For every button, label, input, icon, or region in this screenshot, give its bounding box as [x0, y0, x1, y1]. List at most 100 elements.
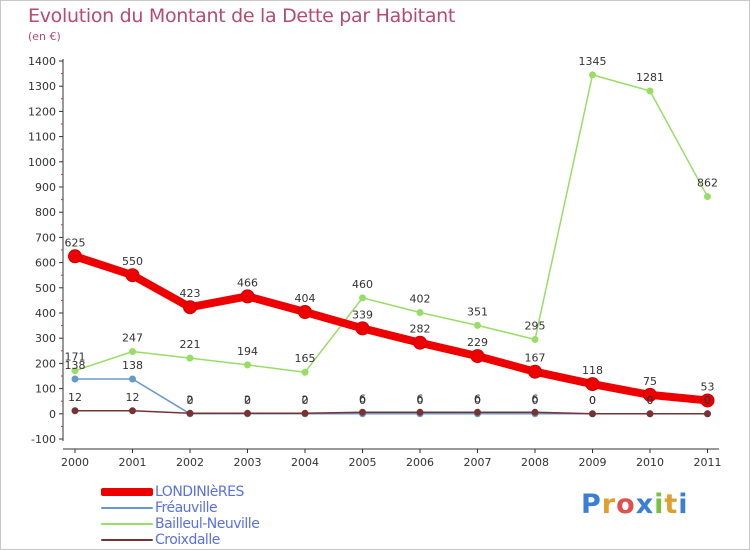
legend-swatch — [101, 523, 153, 525]
y-tick-label: 300 — [35, 332, 56, 345]
y-tick-label: 1100 — [28, 131, 56, 144]
data-label-londinieres: 229 — [467, 336, 488, 349]
legend-item-freauville: Fréauville — [101, 500, 401, 516]
data-label-bailleul-neuville: 221 — [180, 338, 201, 351]
data-label-croixdalle: 6 — [474, 392, 481, 405]
data-label-croixdalle: 0 — [704, 394, 711, 407]
data-label-londinieres: 550 — [122, 255, 143, 268]
data-label-freauville: 0 — [359, 394, 366, 407]
chart-title: Evolution du Montant de la Dette par Hab… — [28, 5, 456, 27]
data-point-londinieres — [528, 364, 542, 379]
data-point-freauville — [71, 375, 79, 383]
data-point-croixdalle — [474, 408, 481, 416]
y-tick-label: -100 — [31, 433, 56, 446]
y-tick-label: 1400 — [28, 55, 56, 68]
x-tick-label: 2009 — [579, 456, 607, 469]
data-label-londinieres: 118 — [582, 364, 603, 377]
chart-unit: (en €) — [28, 30, 61, 43]
y-tick-label: 500 — [35, 282, 56, 295]
data-label-freauville: 0 — [647, 394, 654, 407]
data-label-londinieres: 282 — [410, 323, 431, 336]
data-label-bailleul-neuville: 1281 — [636, 71, 664, 84]
x-tick-label: 2004 — [291, 456, 319, 469]
legend-label: Fréauville — [155, 500, 218, 516]
data-point-bailleul-neuville — [416, 308, 424, 316]
x-tick-label: 2000 — [61, 456, 89, 469]
data-point-bailleul-neuville — [646, 87, 654, 95]
x-tick-label: 2011 — [694, 456, 722, 469]
data-label-croixdalle: 6 — [417, 392, 424, 405]
data-point-bailleul-neuville — [186, 354, 194, 362]
data-label-freauville: 0 — [589, 394, 596, 407]
data-point-croixdalle — [244, 409, 251, 417]
data-label-londinieres: 404 — [295, 292, 316, 305]
x-tick-label: 2010 — [636, 456, 664, 469]
data-label-bailleul-neuville: 460 — [352, 278, 373, 291]
data-label-bailleul-neuville: 295 — [525, 319, 546, 332]
x-tick-label: 2002 — [176, 456, 204, 469]
x-tick-label: 2003 — [234, 456, 262, 469]
y-tick-label: 400 — [35, 307, 56, 320]
data-point-croixdalle — [301, 409, 309, 417]
data-label-londinieres: 167 — [525, 352, 546, 365]
data-label-croixdalle: 2 — [302, 393, 309, 406]
data-point-bailleul-neuville — [589, 71, 596, 79]
data-point-croixdalle — [186, 409, 194, 417]
data-label-freauville: 0 — [532, 394, 539, 407]
x-tick-label: 2005 — [349, 456, 377, 469]
data-label-bailleul-neuville: 165 — [295, 352, 316, 365]
data-point-croixdalle — [646, 410, 654, 418]
data-point-croixdalle — [531, 408, 539, 416]
series-line-londinieres — [71, 252, 712, 405]
y-tick-label: 700 — [35, 231, 56, 244]
data-label-freauville: 0 — [244, 394, 251, 407]
data-label-freauville: 138 — [122, 359, 143, 372]
data-point-bailleul-neuville — [474, 321, 481, 329]
proxiti-logo: Proxiti — [581, 489, 689, 520]
data-label-londinieres: 466 — [237, 276, 258, 289]
data-label-londinieres: 339 — [352, 308, 373, 321]
data-label-bailleul-neuville: 351 — [467, 305, 488, 318]
data-label-freauville: 0 — [302, 394, 309, 407]
data-point-croixdalle — [704, 410, 711, 418]
data-label-londinieres: 423 — [180, 287, 201, 300]
data-point-bailleul-neuville — [244, 361, 251, 369]
series-line-croixdalle — [74, 410, 709, 415]
data-point-bailleul-neuville — [301, 368, 309, 376]
data-label-croixdalle: 0 — [647, 394, 654, 407]
x-tick-label: 2007 — [464, 456, 492, 469]
legend-label: LONDINIèRES — [155, 484, 244, 500]
data-label-londinieres: 625 — [65, 236, 86, 249]
y-tick-label: 0 — [49, 408, 56, 421]
data-point-bailleul-neuville — [531, 335, 539, 343]
data-label-bailleul-neuville: 1345 — [579, 55, 607, 68]
data-point-londinieres — [470, 349, 485, 364]
legend-item-bailleul-neuville: Bailleul-Neuville — [101, 516, 401, 532]
data-label-freauville: 0 — [474, 394, 481, 407]
data-point-croixdalle — [589, 410, 596, 418]
data-point-croixdalle — [416, 408, 424, 416]
data-point-londinieres — [413, 335, 427, 350]
data-point-croixdalle — [359, 408, 366, 416]
data-label-croixdalle: 12 — [68, 391, 82, 404]
data-point-londinieres — [585, 377, 600, 392]
data-point-londinieres — [125, 268, 140, 283]
legend-swatch — [101, 488, 153, 496]
data-point-londinieres — [643, 387, 657, 402]
legend-swatch — [101, 539, 153, 541]
y-tick-label: 100 — [35, 383, 56, 396]
data-point-londinieres — [183, 300, 197, 315]
legend-label: Croixdalle — [155, 532, 220, 548]
data-point-croixdalle — [71, 407, 79, 415]
legend-swatch — [101, 507, 153, 509]
data-point-bailleul-neuville — [71, 367, 79, 375]
data-label-bailleul-neuville: 247 — [122, 332, 143, 345]
legend-item-croixdalle: Croixdalle — [101, 532, 401, 548]
data-label-bailleul-neuville: 194 — [237, 345, 258, 358]
data-label-bailleul-neuville: 171 — [65, 351, 86, 364]
legend-label: Bailleul-Neuville — [155, 516, 260, 532]
y-tick-label: 1200 — [28, 105, 56, 118]
x-tick-label: 2001 — [119, 456, 147, 469]
